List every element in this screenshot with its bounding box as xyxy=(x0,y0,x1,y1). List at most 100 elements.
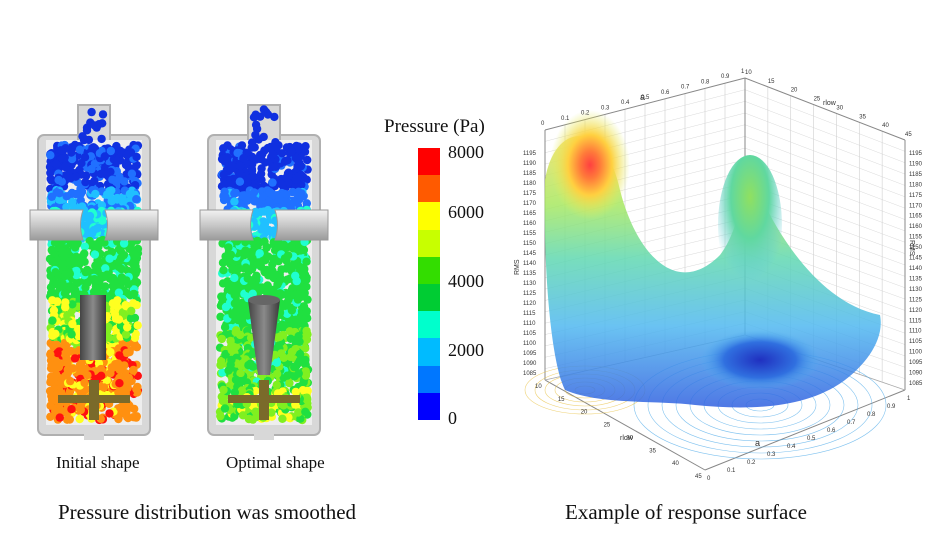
particle xyxy=(303,155,312,165)
particle xyxy=(129,289,139,299)
color-bar-segment xyxy=(418,392,440,420)
rms-tick-left: 1100 xyxy=(523,341,537,347)
particle xyxy=(264,226,273,236)
particle xyxy=(295,337,304,346)
particle xyxy=(62,270,72,279)
rms-tick-right: 1140 xyxy=(909,266,923,272)
rms-tick-right: 1145 xyxy=(909,256,923,262)
rlow-tick-bottom: 30 xyxy=(626,435,633,441)
particle xyxy=(90,275,99,284)
rms-tick-right: 1100 xyxy=(909,350,923,356)
particle xyxy=(268,150,278,160)
color-bar-segment xyxy=(418,338,440,366)
particle xyxy=(221,192,230,202)
particle xyxy=(235,161,245,171)
rms-tick-left: 1180 xyxy=(523,181,537,187)
color-bar-segment xyxy=(418,202,440,230)
particle xyxy=(259,105,269,114)
particle xyxy=(50,238,60,247)
particle xyxy=(106,369,115,378)
particle xyxy=(126,314,135,323)
particle xyxy=(302,395,312,405)
particle xyxy=(68,300,77,309)
particle xyxy=(54,175,63,185)
particle xyxy=(97,134,106,144)
axis-rlow-label-bottom: rlow xyxy=(620,435,634,442)
particle xyxy=(58,247,67,256)
particle xyxy=(132,342,142,352)
rms-tick-left: 1110 xyxy=(523,321,536,327)
particle xyxy=(101,282,110,291)
particle xyxy=(51,268,60,277)
a-tick-label: 0.7 xyxy=(681,85,690,91)
particle xyxy=(62,415,72,424)
particle xyxy=(77,362,87,371)
particle xyxy=(280,254,290,263)
particle xyxy=(63,358,72,368)
particle xyxy=(90,250,100,259)
particle xyxy=(251,120,261,129)
particle xyxy=(100,152,110,161)
particle xyxy=(72,270,81,280)
particle xyxy=(220,404,230,413)
a-tick-label: 0 xyxy=(541,121,545,127)
particle xyxy=(80,249,89,258)
particle xyxy=(226,336,235,346)
rlow-tick-label: 30 xyxy=(836,105,843,111)
particle xyxy=(60,289,70,298)
rms-tick-right: 1180 xyxy=(909,182,923,188)
particle xyxy=(62,192,71,201)
axis-rms-label-left: RMS xyxy=(514,259,521,275)
a-tick-bottom: 0.4 xyxy=(787,444,796,450)
impeller-shaft xyxy=(89,380,99,420)
particle xyxy=(129,366,138,375)
particle xyxy=(291,153,300,163)
rlow-tick-label: 40 xyxy=(882,123,889,129)
particle xyxy=(98,216,107,225)
rms-tick-right: 1125 xyxy=(909,297,923,303)
particle xyxy=(113,156,122,165)
particle xyxy=(274,241,283,250)
particle xyxy=(277,320,287,329)
particle xyxy=(133,321,142,330)
particle xyxy=(47,176,56,185)
particle xyxy=(90,176,99,186)
particle xyxy=(282,190,291,199)
particle xyxy=(46,151,55,160)
rms-tick-left: 1130 xyxy=(523,281,537,287)
optimal-shape-caption: Optimal shape xyxy=(226,453,325,472)
particle xyxy=(302,326,311,336)
rms-tick-right: 1170 xyxy=(909,203,923,209)
particle xyxy=(274,278,283,287)
particle xyxy=(264,208,273,217)
particle xyxy=(271,138,280,147)
particle xyxy=(114,414,123,424)
particle xyxy=(272,358,281,367)
grid-line xyxy=(744,124,906,186)
color-bar-segment xyxy=(418,311,440,339)
axis-a-label-top: a xyxy=(640,92,645,102)
particle xyxy=(283,275,292,284)
particle xyxy=(285,378,294,388)
particle xyxy=(58,260,68,269)
particle xyxy=(81,177,90,187)
rlow-tick-label: 35 xyxy=(859,114,866,120)
particle xyxy=(48,316,57,325)
particle xyxy=(223,153,232,162)
particle xyxy=(108,299,118,308)
rms-tick-left: 1145 xyxy=(523,251,537,257)
grid-line xyxy=(744,147,906,209)
rms-tick-left: 1135 xyxy=(523,271,537,277)
particle xyxy=(105,409,114,418)
initial-rod-insert xyxy=(80,295,106,360)
particle xyxy=(251,209,260,219)
rlow-tick-bottom: 15 xyxy=(558,397,565,403)
particle xyxy=(101,264,110,273)
particle xyxy=(71,189,81,199)
rlow-tick-bottom: 25 xyxy=(604,423,611,429)
particle xyxy=(129,413,138,422)
rms-tick-right: 1095 xyxy=(909,360,923,366)
particle xyxy=(237,386,247,395)
particle xyxy=(91,189,100,199)
particle xyxy=(291,387,300,397)
